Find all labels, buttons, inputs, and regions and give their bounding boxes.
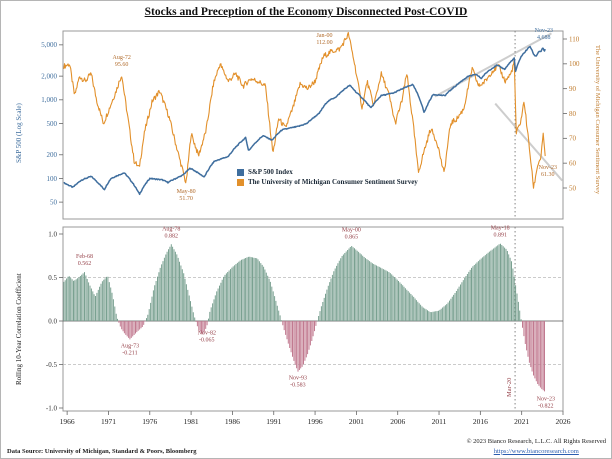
x-tick-label: 2026	[556, 417, 571, 426]
y-corr-tick-label: 0.5	[48, 274, 57, 282]
annotation-may-18: 0.891	[493, 232, 507, 238]
y-left-tick-label: 500	[47, 120, 58, 128]
x-tick-label: 2016	[473, 417, 488, 426]
x-tick-label: 1996	[308, 417, 323, 426]
y-left-tick-label: 2,000	[41, 73, 57, 81]
annotation-nov-23: Nov-23	[537, 397, 555, 403]
trend-line	[434, 32, 552, 98]
correlation-bars-negative	[118, 321, 545, 392]
annotation-aug-78: 0.882	[165, 233, 179, 239]
x-tick-label: 1966	[60, 417, 75, 426]
x-tick-label: 2006	[390, 417, 405, 426]
annotation-nov-23: 4,688	[537, 35, 551, 41]
annotation-may-80: May-80	[177, 189, 196, 195]
sp500-line	[63, 45, 546, 196]
annotation-may-18: May-18	[491, 225, 510, 231]
sentiment-legend-swatch	[237, 178, 244, 186]
sp500-legend-swatch	[237, 168, 244, 176]
bottom-panel-frame	[62, 226, 564, 412]
y-right-tick-label: 80	[569, 110, 577, 118]
annotation-may-00: 0.865	[345, 235, 359, 241]
annotation-may-00: May-00	[342, 228, 361, 234]
annotation-nov-82: Nov-82	[198, 331, 216, 337]
legend: S&P 500 Index The University of Michigan…	[237, 168, 418, 186]
annotation-nov-23: 61.30	[541, 172, 555, 178]
annotation-nov-23: -0.822	[538, 404, 554, 410]
legend-item-sentiment: The University of Michigan Consumer Sent…	[237, 178, 418, 186]
annotation-nov-82: -0.065	[199, 338, 215, 344]
y-left-tick-label: 200	[47, 151, 58, 159]
annotation-aug-72: Aug-72	[113, 55, 131, 61]
y-corr-tick-label: -0.5	[46, 361, 58, 369]
x-tick-label: 1976	[142, 417, 157, 426]
copyright-block: © 2023 Bianco Research, L.L.C. All Right…	[467, 437, 606, 456]
top-panel-frame	[62, 30, 564, 220]
sentiment-legend-label: The University of Michigan Consumer Sent…	[248, 178, 418, 186]
y-corr-tick-label: 0.0	[48, 317, 57, 325]
x-tick-label: 1991	[266, 417, 281, 426]
x-tick-label: 2021	[514, 417, 529, 426]
y-right-tick-label: 110	[569, 35, 580, 43]
annotation-aug-73: Aug-73	[121, 343, 139, 349]
sentiment-line	[63, 31, 546, 189]
x-tick-label: 2001	[349, 417, 364, 426]
annotation-nov-93: Nov-93	[289, 376, 307, 382]
annotation-nov-93: -0.583	[290, 383, 306, 389]
x-tick-label: 1971	[101, 417, 116, 426]
annotation-aug-78: Aug-78	[162, 226, 180, 232]
annotation-may-80: 51.70	[179, 196, 193, 202]
annotation-jan-00: 112.00	[316, 40, 332, 46]
x-tick-label: 1986	[225, 417, 240, 426]
bianco-research-link[interactable]: https://www.biancoresearch.com	[493, 447, 579, 455]
y-left-tick-label: 50	[50, 199, 58, 207]
y-left-tick-label: 1,000	[41, 96, 57, 104]
annotation-nov-23: Nov-23	[539, 165, 557, 171]
data-source-note: Data Source: University of Michigan, Sta…	[7, 448, 197, 455]
sp500-axis-label: S&P 500 (Log Scale)	[15, 103, 23, 163]
annotation-jan-00: Jan-00	[317, 33, 333, 39]
annotation-feb-68: 0.562	[78, 261, 92, 267]
correlation-axis-label: Rolling 10-Year Correlation Coefficient	[15, 273, 23, 385]
event-line-label: Mar-20	[506, 378, 513, 397]
copyright-text: © 2023 Bianco Research, L.L.C. All Right…	[466, 438, 606, 446]
sentiment-axis-label: The University of Michigan Consumer Sent…	[594, 45, 601, 195]
y-right-tick-label: 100	[569, 60, 580, 68]
x-tick-label: 2011	[432, 417, 447, 426]
annotation-nov-23: Nov-23	[535, 28, 553, 34]
y-left-tick-label: 5,000	[41, 41, 57, 49]
annotation-feb-68: Feb-68	[76, 254, 93, 260]
sp500-legend-label: S&P 500 Index	[248, 168, 293, 176]
x-tick-label: 1981	[184, 417, 199, 426]
annotation-aug-72: 95.60	[115, 62, 129, 68]
chart-title: Stocks and Preception of the Economy Dis…	[144, 6, 468, 18]
y-right-tick-label: 70	[569, 135, 577, 143]
legend-item-sp500: S&P 500 Index	[237, 168, 418, 176]
y-corr-tick-label: -1.0	[46, 404, 58, 412]
y-right-tick-label: 60	[569, 160, 577, 168]
y-left-tick-label: 100	[47, 175, 58, 183]
correlation-bars-positive	[63, 243, 522, 321]
y-corr-tick-label: 1.0	[48, 230, 57, 238]
y-right-tick-label: 50	[569, 184, 577, 192]
y-right-tick-label: 90	[569, 85, 577, 93]
annotation-aug-73: -0.211	[122, 350, 137, 356]
